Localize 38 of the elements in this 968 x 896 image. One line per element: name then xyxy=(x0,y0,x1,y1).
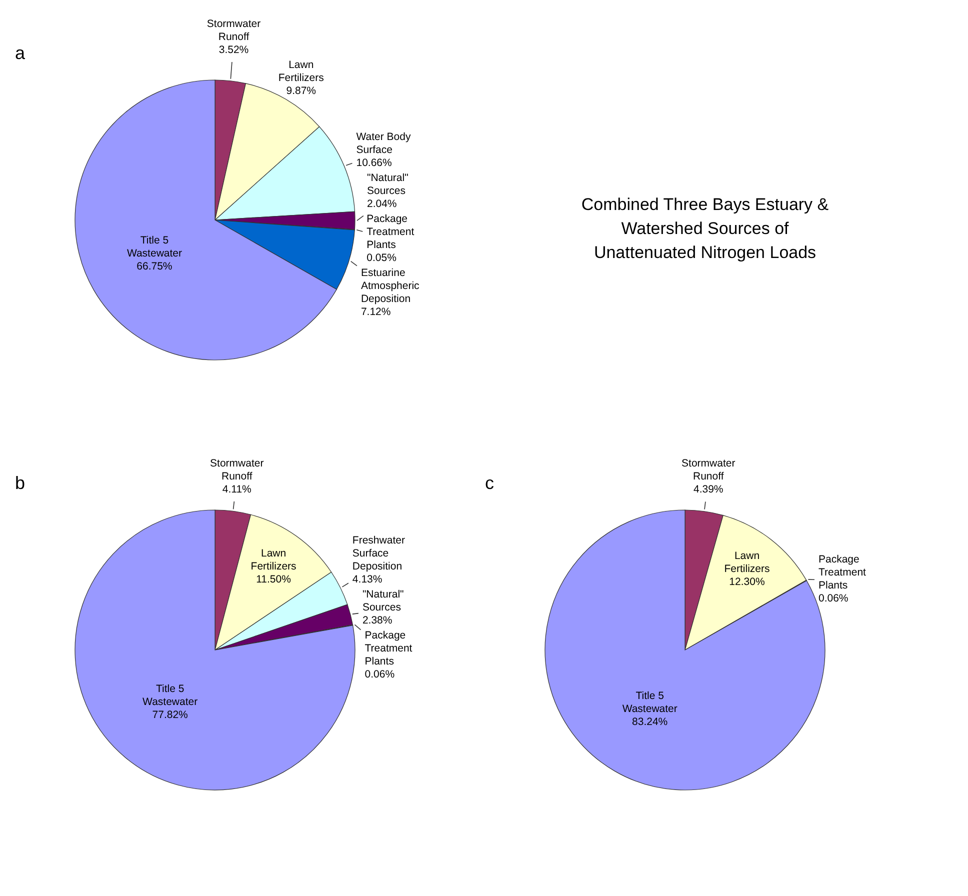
slice-label: Title 5 Wastewater xyxy=(126,234,182,260)
text: b xyxy=(15,473,26,493)
slice-label: Lawn Fertilizers xyxy=(250,547,296,572)
text: Combined Three Bays Estuary & Watershed Sources of Unattenuated Nitrogen Loads xyxy=(581,195,830,262)
data-label: 0.05% xyxy=(366,252,396,264)
text: c xyxy=(485,473,494,493)
data-label: 66.75% xyxy=(136,260,172,273)
slice-label: Stormwater Runoff xyxy=(206,18,262,43)
slice-label: Package Treatment Plants xyxy=(364,630,412,668)
slice-label: Title 5 Wastewater xyxy=(622,690,678,716)
data-label: 12.30% xyxy=(729,576,765,588)
data-label: 83.24% xyxy=(632,716,668,728)
slice-label: Lawn Fertilizers xyxy=(278,58,324,84)
slice-label: Stormwater Runoff xyxy=(210,457,264,482)
data-label: 77.82% xyxy=(152,709,188,722)
data-label: 11.50% xyxy=(256,573,291,586)
slice-label: Lawn Fertilizers xyxy=(724,550,770,576)
slice-label: Estuarine Atmospheric Deposition xyxy=(360,266,420,305)
data-label: 4.11% xyxy=(222,483,252,496)
slice-label: "Natural" Sources xyxy=(362,588,404,614)
slice-label: Package Treatment Plants xyxy=(818,553,866,592)
data-label: 9.87% xyxy=(286,84,316,97)
slice-label: Freshwater Surface Deposition xyxy=(352,534,406,573)
data-label: 10.66% xyxy=(356,156,392,169)
text: a xyxy=(15,43,26,63)
slice-label: Water Body Surface xyxy=(356,130,412,156)
data-label: 0.06% xyxy=(364,668,395,681)
slice-label: Package Treatment Plants xyxy=(366,212,414,251)
data-label: 4.39% xyxy=(693,484,724,496)
slice-label: Stormwater Runoff xyxy=(682,458,736,483)
data-label: 2.38% xyxy=(362,614,392,627)
data-label: 4.13% xyxy=(352,574,382,586)
slice-label: Title 5 Wastewater xyxy=(142,683,198,708)
data-label: 0.06% xyxy=(818,592,848,604)
slice-label: "Natural" Sources xyxy=(367,172,409,197)
data-label: 7.12% xyxy=(360,306,391,318)
data-label: 3.52% xyxy=(218,44,249,56)
data-label: 2.04% xyxy=(367,198,397,210)
